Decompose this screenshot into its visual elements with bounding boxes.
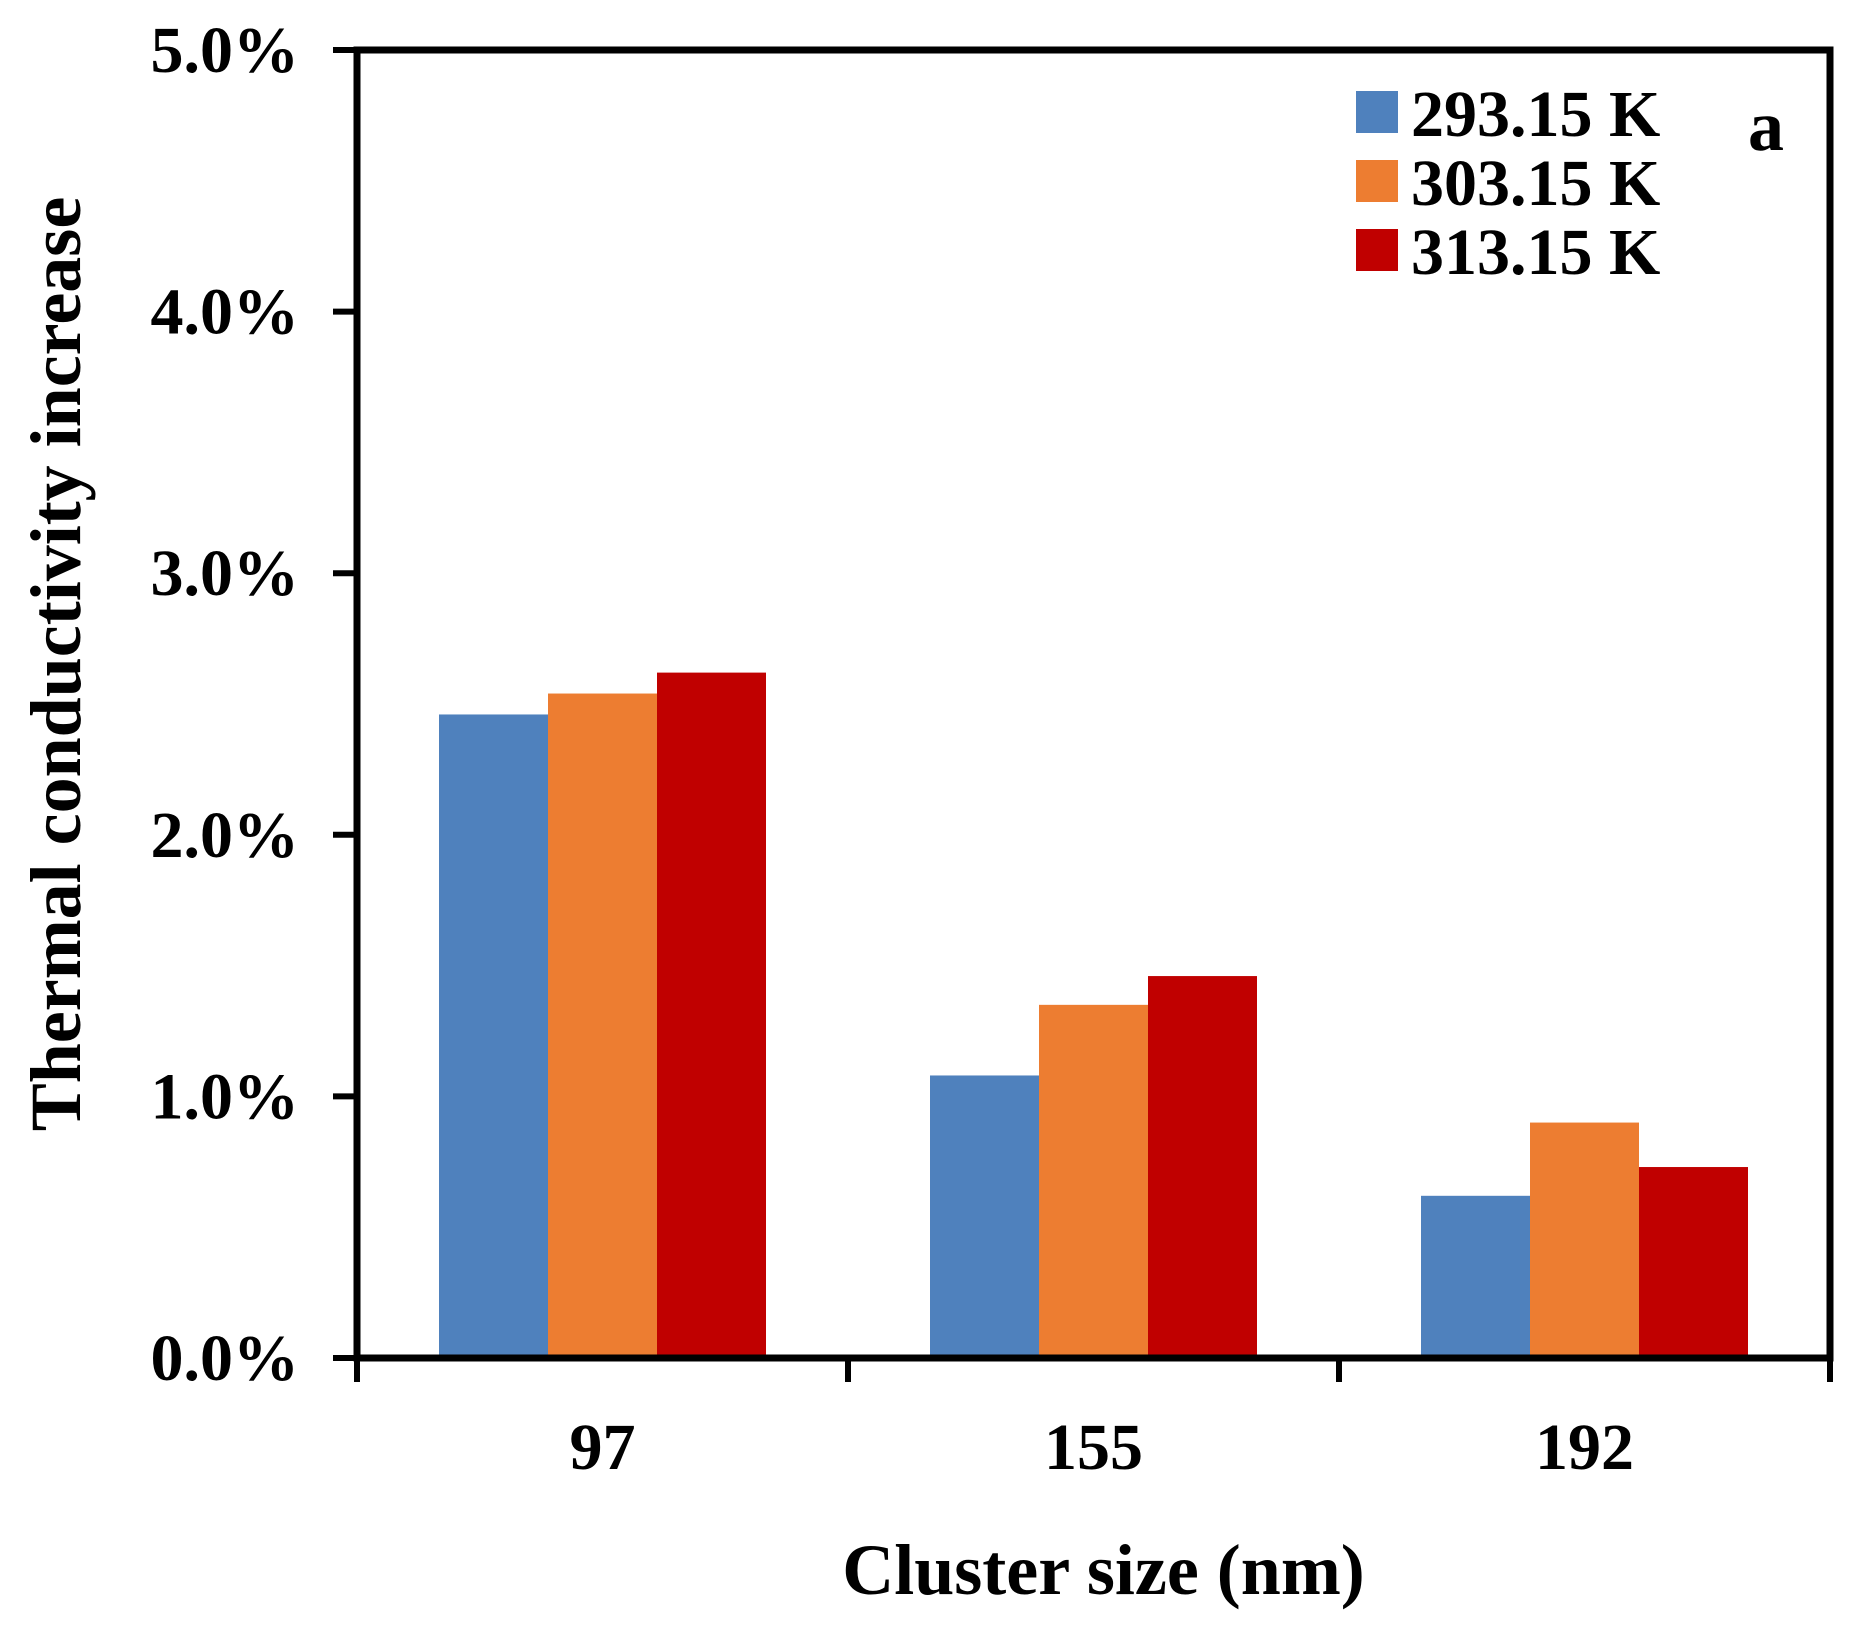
bar-155-293-15-K: [930, 1075, 1039, 1358]
y-tick-label: 2.0%: [151, 799, 300, 872]
bar-155-303-15-K: [1039, 1004, 1148, 1358]
legend-label: 313.15 K: [1411, 216, 1660, 289]
legend-label: 293.15 K: [1411, 78, 1660, 151]
x-tick-label: 155: [1044, 1411, 1143, 1484]
legend-label: 303.15 K: [1411, 147, 1660, 220]
y-axis-title: Thermal conductivity increase: [16, 197, 96, 1132]
plot-frame: [353, 46, 1834, 1362]
legend-swatch: [1356, 229, 1398, 271]
bar-192-293-15-K: [1421, 1195, 1530, 1358]
y-tick-label: 4.0%: [151, 276, 300, 349]
y-tick-label: 1.0%: [151, 1060, 300, 1133]
bar-97-293-15-K: [439, 714, 548, 1358]
bar-155-313-15-K: [1148, 976, 1257, 1358]
y-tick-label: 5.0%: [151, 14, 300, 87]
legend-swatch: [1356, 91, 1398, 133]
x-axis-ticks: 97 155 192: [354, 1358, 1833, 1484]
panel-label: a: [1748, 86, 1784, 166]
bar-192-303-15-K: [1530, 1122, 1639, 1358]
bar-97-303-15-K: [548, 693, 657, 1358]
y-axis-ticks: 0.0% 1.0% 2.0% 3.0% 4.0% 5.0%: [151, 14, 357, 1395]
legend-swatch: [1356, 160, 1398, 202]
y-tick-label: 3.0%: [151, 537, 300, 610]
bars-group: [439, 672, 1748, 1358]
bar-97-313-15-K: [657, 672, 766, 1358]
bar-192-313-15-K: [1639, 1167, 1748, 1358]
x-axis-title: Cluster size (nm): [842, 1530, 1365, 1610]
y-tick-label: 0.0%: [151, 1322, 300, 1395]
x-tick-label: 192: [1535, 1411, 1634, 1484]
x-tick-label: 97: [570, 1411, 636, 1484]
